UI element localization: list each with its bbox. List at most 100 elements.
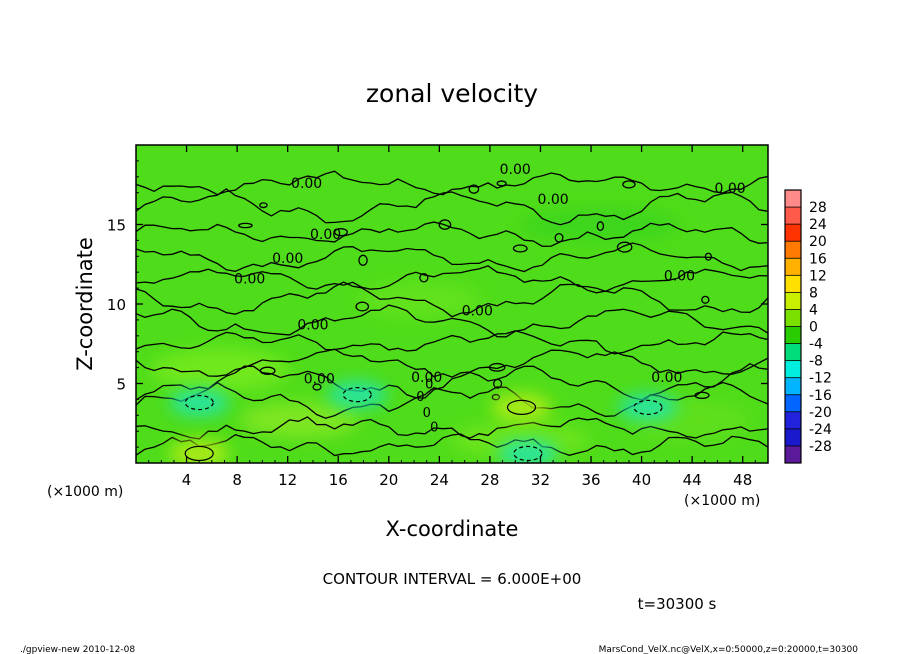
colorbar-swatch [785, 190, 801, 208]
colorbar-swatch [785, 360, 801, 379]
contour-value-label: 0.00 [234, 272, 265, 288]
contour-loop [468, 184, 480, 194]
contour-value-label: 0.00 [714, 181, 745, 197]
x-axis: 4 8 12 16 20 24 28 32 36 40 44 48 [148, 145, 756, 489]
contour-loop [701, 295, 710, 304]
colorbar-swatch [785, 309, 801, 327]
contour-line [136, 304, 768, 338]
contour-loop [704, 252, 713, 261]
x-tick-label: 24 [430, 471, 449, 489]
colorbar-swatch [785, 326, 801, 345]
colorbar-swatch [785, 258, 801, 276]
contour-loop [334, 228, 348, 237]
contour-line [136, 362, 768, 401]
x-tick-label: 40 [632, 471, 651, 489]
chart-title: zonal velocity [366, 79, 538, 108]
colorbar-label: 20 [809, 234, 827, 250]
contour-line [136, 170, 768, 196]
colorbar-swatch [785, 377, 801, 396]
colorbar-swatch [785, 275, 801, 293]
footer-left: ./gpview-new 2010-12-08 [20, 645, 135, 654]
contour-line [136, 242, 768, 273]
contour-digit-label: 0 [430, 420, 438, 435]
x-axis-label: X-coordinate [386, 517, 519, 541]
contour-value-label: 0.00 [651, 370, 682, 386]
colorbar-label: -28 [809, 439, 832, 455]
x-tick-label: 4 [182, 471, 192, 489]
feature-shade [617, 393, 678, 422]
x-tick-label: 44 [683, 471, 702, 489]
contour-loop [596, 221, 605, 232]
colorbar-label: -20 [809, 405, 832, 421]
contour-value-label: 0.00 [310, 227, 341, 243]
contour-digit-label: 0 [425, 378, 433, 393]
y-tick-label: 15 [107, 217, 126, 235]
contour-loop [622, 180, 636, 189]
x-tick-label: 12 [278, 471, 297, 489]
colorbar-swatch [785, 428, 801, 447]
y-axis-label: Z-coordinate [73, 237, 97, 371]
x-tick-label: 36 [581, 471, 600, 489]
x-unit-right: (×1000 m) [684, 493, 760, 509]
contour-interval-text: CONTOUR INTERVAL = 6.000E+00 [323, 570, 582, 588]
contour-features [169, 380, 678, 463]
contour-loop [259, 202, 268, 209]
x-unit-left: (×1000 m) [47, 484, 123, 500]
y-tick-label: 10 [107, 296, 126, 314]
colorbar-label: -16 [809, 388, 832, 404]
time-text: t=30300 s [638, 595, 717, 613]
feature-shade [327, 380, 388, 409]
contour-value-label: 0.00 [291, 176, 322, 192]
colorbar-label: -8 [809, 354, 823, 370]
colorbar-label: 16 [809, 251, 827, 267]
contour-digit-label: 0 [423, 406, 431, 421]
colorbar-label: 4 [809, 302, 818, 318]
feature-shade [497, 439, 558, 463]
feature-contour [633, 399, 663, 415]
plot-area: 0.00 0.00 0.00 0.00 0.00 0.00 0.00 0.00 0.00 0.00… [136, 145, 768, 463]
colorbar-label: 0 [809, 320, 818, 336]
contour-digit-label: 0 [416, 390, 424, 405]
contour-line [136, 330, 768, 355]
colorbar-label: -24 [809, 422, 832, 438]
colorbar-swatch [785, 241, 801, 259]
contour-line [136, 416, 768, 440]
contour-value-label: 0.00 [462, 303, 493, 319]
feature-shade [491, 393, 552, 422]
contour-value-label: 0.00 [538, 192, 569, 208]
contour-value-label: 0.00 [411, 370, 442, 386]
contour-lines [136, 170, 768, 457]
contour-loop [238, 222, 253, 229]
contour-loop [488, 362, 506, 372]
colorbar-swatch [785, 445, 801, 464]
contour-loop [438, 219, 452, 230]
contour-line [136, 188, 768, 226]
contour-loop [496, 180, 507, 187]
colorbar-label: 12 [809, 268, 827, 284]
feature-contour [342, 387, 372, 403]
contour-loop [493, 378, 503, 389]
y-axis: 5 10 15 [107, 160, 768, 448]
x-tick-label: 8 [232, 471, 242, 489]
colorbar-label: -4 [809, 337, 823, 353]
feature-contour [184, 394, 214, 411]
contour-loop [259, 366, 276, 376]
colorbar-label: -12 [809, 371, 832, 387]
contour-labels: 0.00 0.00 0.00 0.00 0.00 0.00 0.00 0.00 0.00 0.00… [234, 162, 745, 436]
x-tick-label: 20 [379, 471, 398, 489]
feature-contour [506, 399, 537, 415]
contour-loop [694, 391, 710, 400]
feature-shade [169, 388, 230, 417]
contour-line [136, 221, 768, 247]
footer-right: MarsCond_VelX.nc@VelX,x=0:50000,z=0:2000… [599, 645, 859, 654]
contour-loop [358, 254, 368, 266]
colorbar-swatch [785, 343, 801, 362]
colorbar-swatch [785, 292, 801, 310]
x-tick-label: 32 [531, 471, 550, 489]
contour-line [136, 433, 768, 457]
contour-line [136, 281, 768, 318]
x-tick-label: 48 [733, 471, 752, 489]
colorbar-swatch [785, 224, 801, 242]
